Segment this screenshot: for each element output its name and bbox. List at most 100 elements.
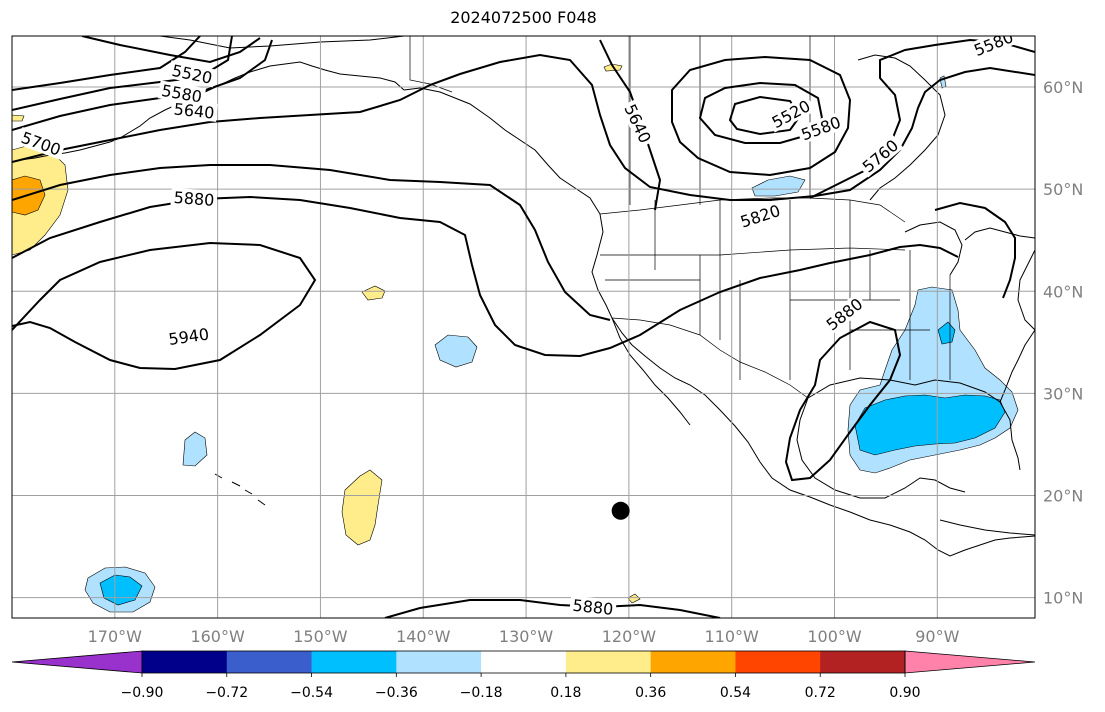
height-contour bbox=[12, 241, 317, 371]
colorbar-extend-high bbox=[904, 650, 1036, 674]
gulf-of-mexico-coastline bbox=[807, 377, 1021, 471]
anomaly-fill-region bbox=[434, 334, 478, 368]
location-marker bbox=[611, 501, 630, 520]
colorbar-label: 0.54 bbox=[720, 685, 751, 701]
height-contour bbox=[698, 81, 824, 144]
colorbar-label: 0.18 bbox=[550, 685, 581, 701]
colorbar-label: −0.54 bbox=[290, 685, 333, 701]
colorbar-swatch bbox=[565, 651, 652, 673]
colorbar: −0.90 −0.72 −0.54 −0.36 −0.18 0.18 0.36 0.54 0.7… bbox=[11, 650, 1036, 701]
lon-label: 140°W bbox=[396, 627, 451, 646]
colorbar-swatch bbox=[820, 651, 906, 673]
contour-label: 5880 bbox=[569, 595, 617, 619]
contour-label-bg bbox=[569, 595, 617, 618]
height-contours bbox=[12, 36, 1035, 618]
colorbar-frame bbox=[141, 650, 906, 674]
us-canada-border bbox=[599, 197, 906, 223]
political-boundaries bbox=[409, 36, 951, 399]
contour-label-bg bbox=[620, 98, 656, 149]
contour-label-bg bbox=[796, 111, 846, 145]
height-contour bbox=[671, 55, 852, 177]
lat-label: 10°N bbox=[1043, 589, 1083, 608]
anomaly-fill-region bbox=[751, 175, 806, 197]
anomaly-fill-region bbox=[341, 469, 383, 546]
colorbar-label: −0.36 bbox=[375, 685, 418, 701]
height-contour bbox=[784, 320, 902, 482]
contour-label-bg bbox=[766, 94, 816, 133]
map-background bbox=[12, 36, 1035, 618]
anomaly-fill-region bbox=[937, 321, 956, 345]
colorbar-label: −0.18 bbox=[460, 685, 503, 701]
height-contour bbox=[81, 36, 261, 64]
contour-label-bg bbox=[856, 134, 904, 178]
lon-label: 160°W bbox=[190, 627, 245, 646]
contour-label-bg bbox=[735, 200, 785, 232]
latitude-labels: 10°N 20°N 30°N 40°N 50°N 60°N bbox=[1043, 78, 1083, 608]
lon-label: 120°W bbox=[602, 627, 657, 646]
height-contour bbox=[12, 195, 959, 358]
contour-label-bg bbox=[16, 126, 66, 160]
east-coast bbox=[1017, 249, 1035, 331]
longitude-labels: 170°W 160°W 150°W 140°W 130°W 120°W 110°W 100°W… bbox=[88, 627, 960, 646]
height-contour bbox=[934, 201, 1016, 299]
anomaly-fill-region bbox=[361, 285, 386, 301]
us-mexico-border bbox=[611, 317, 809, 399]
height-contour bbox=[12, 36, 201, 91]
lat-label: 30°N bbox=[1043, 384, 1083, 403]
anomaly-fill-region bbox=[12, 114, 25, 122]
contour-label-bg bbox=[164, 324, 213, 349]
lat-label: 40°N bbox=[1043, 282, 1083, 301]
height-contour bbox=[12, 36, 233, 111]
lon-label: 130°W bbox=[499, 627, 554, 646]
anomaly-fill-region bbox=[627, 593, 641, 604]
colorbar-swatch bbox=[226, 651, 313, 673]
anomaly-fill-layer bbox=[12, 63, 1019, 613]
alaska-canada-border bbox=[409, 36, 453, 93]
contour-label-text: 5640 bbox=[173, 99, 215, 122]
colorbar-label: −0.72 bbox=[205, 685, 248, 701]
colorbar-label: 0.90 bbox=[889, 685, 920, 701]
mexico-gulf-coast bbox=[796, 397, 966, 499]
map-frame bbox=[11, 35, 1036, 619]
cuba-coast bbox=[939, 519, 1035, 536]
contour-label-text: 5880 bbox=[173, 188, 215, 210]
lon-label: 170°W bbox=[88, 627, 143, 646]
lat-label: 50°N bbox=[1043, 180, 1083, 199]
height-contour bbox=[12, 164, 611, 321]
coastlines bbox=[19, 36, 1035, 557]
colorbar-swatch bbox=[142, 651, 228, 673]
lon-label: 150°W bbox=[293, 627, 348, 646]
lon-label: 110°W bbox=[705, 627, 760, 646]
lat-label: 20°N bbox=[1043, 486, 1083, 505]
lon-label: 100°W bbox=[807, 627, 862, 646]
baja-california-coastline bbox=[611, 317, 691, 426]
colorbar-swatch bbox=[481, 651, 567, 673]
hawaii-islands bbox=[214, 473, 266, 506]
height-contour bbox=[12, 53, 1035, 201]
colorbar-label: −0.90 bbox=[121, 685, 164, 701]
hudson-bay-coast bbox=[857, 54, 946, 201]
aleutian-islands bbox=[19, 137, 121, 161]
marker-layer bbox=[611, 501, 630, 520]
contour-label: 5640 bbox=[170, 99, 218, 123]
colorbar-swatch bbox=[396, 651, 482, 673]
north-america-coastline bbox=[403, 87, 1035, 557]
florida-coast bbox=[999, 329, 1035, 403]
colorbar-label: 0.72 bbox=[805, 685, 836, 701]
lon-label: 90°W bbox=[915, 627, 959, 646]
anomaly-fill-region bbox=[182, 431, 208, 467]
contour-label-bg bbox=[157, 80, 207, 107]
great-lakes bbox=[904, 221, 1035, 276]
us-state-lines bbox=[600, 200, 951, 380]
lat-label: 60°N bbox=[1043, 78, 1083, 97]
contour-label-text: 5880 bbox=[572, 596, 614, 619]
contour-label: 5880 bbox=[170, 187, 218, 210]
contour-label-bg bbox=[968, 36, 1019, 61]
contour-label-bg bbox=[167, 60, 217, 88]
contour-label-bg bbox=[170, 99, 218, 122]
colorbar-swatch bbox=[650, 651, 736, 673]
height-contour bbox=[384, 599, 721, 618]
contour-label-bg bbox=[170, 187, 218, 209]
map-title: 2024072500 F048 bbox=[450, 8, 597, 27]
